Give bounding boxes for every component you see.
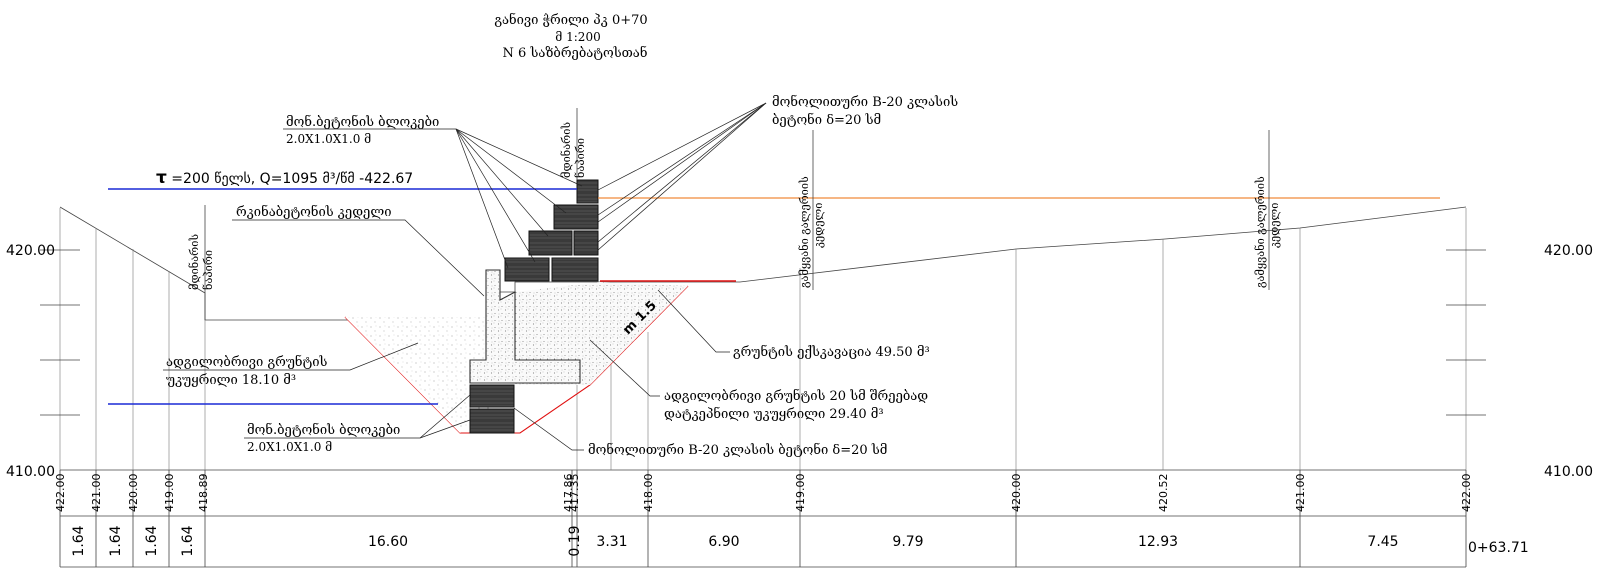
vert-r1-label-1: გამყვანი გალერიის: [798, 176, 811, 288]
ground-mark-label: 417.86: [562, 474, 575, 513]
mono-top-label-2: ბეტონი δ=20 სმ: [772, 112, 881, 128]
ground-mark-label: 419.00: [794, 474, 807, 513]
concrete-blocks-bottom: [469, 384, 515, 434]
distance-label: 12.93: [1138, 534, 1178, 550]
blocks-bottom-label-2: 2.0X1.0X1.0 მ: [247, 440, 332, 454]
distance-label: 3.31: [596, 534, 627, 550]
distance-label: 9.79: [892, 534, 923, 550]
distance-label: 16.60: [368, 534, 408, 550]
distance-labels: 1.64 1.64 1.64 1.64 16.60 0.19 3.31 6.90 9.79 12.…: [71, 525, 1399, 556]
ground-mark-label: 419.00: [163, 474, 176, 513]
blocks-top-label-1: მონ.ბეტონის ბლოკები: [286, 114, 439, 130]
elevation-left-bottom: 410.00: [6, 464, 55, 480]
layered-backfill-area: [515, 282, 688, 385]
elevation-ticks: [40, 249, 1486, 416]
vert-left-label-1: მდინარის: [188, 234, 201, 290]
ground-mark-label: 420.00: [127, 474, 140, 513]
blocks-bottom-label-1: მონ.ბეტონის ბლოკები: [247, 422, 400, 438]
ground-mark-label: 418.89: [197, 474, 210, 513]
elevation-right-top: 420.00: [1544, 243, 1593, 259]
station-table: [59, 470, 1467, 568]
distance-label: 1.64: [180, 525, 196, 556]
mono-bottom-label: მონოლითური B-20 კლასის ბეტონი δ=20 სმ: [588, 442, 887, 458]
rc-wall-label: რკინაბეტონის კედელი: [236, 204, 391, 220]
ground-mark-labels: 422.00 421.00 420.00 419.00 418.89 417.86417.…: [54, 474, 1473, 513]
ground-mark-label: 421.00: [90, 474, 103, 513]
vert-r2-label-2: კედელი: [1268, 203, 1281, 248]
distance-label: 7.45: [1367, 534, 1398, 550]
local-backfill-area: [345, 317, 490, 433]
ground-mark-label: 420.52: [1157, 474, 1170, 513]
local-soil-label-2: უკუყრილი 18.10 მ³: [166, 373, 296, 388]
distance-label: 1.64: [71, 525, 87, 556]
blocks-top-leaders: [455, 128, 583, 269]
title-line-3: N 6 საზბრებატოსთან: [503, 45, 648, 61]
vert-left-label-2: ნაპირი: [202, 250, 215, 290]
rc-wall: [469, 269, 581, 384]
flood-text: τ =200 წელს, Q=1095 მ³/წმ -422.67: [156, 168, 413, 188]
distance-label: 6.90: [708, 534, 739, 550]
ground-mark-label: 422.00: [54, 474, 67, 513]
distance-label: 0.19: [567, 525, 583, 556]
blocks-top-label-2: 2.0X1.0X1.0 მ: [286, 132, 371, 146]
ground-mark-label: 417.35: [568, 474, 581, 513]
mono-top-leaders: [597, 102, 767, 251]
elevation-right-bottom: 410.00: [1544, 464, 1593, 480]
concrete-blocks-top: [504, 179, 599, 282]
mono-top-label-1: მონოლითური B-20 კლასის: [772, 94, 958, 110]
vert-r1-label-2: კედელი: [812, 203, 825, 248]
layered-backfill-label-1: ადგილობრივი გრუნტის 20 სმ შრეებად: [664, 388, 928, 404]
vert-mid-label-2: ნაპირი: [574, 138, 587, 178]
layered-backfill-label-2: დატკეპნილი უკუყრილი 29.40 მ³: [664, 406, 884, 422]
end-chainage: 0+63.71: [1468, 540, 1529, 556]
distance-label: 1.64: [144, 525, 160, 556]
ground-mark-label: 422.00: [1460, 474, 1473, 513]
local-soil-label-1: ადგილობრივი გრუნტის: [166, 354, 328, 370]
vert-mid-label-1: მდინარის: [560, 122, 573, 178]
distance-label: 1.64: [108, 525, 124, 556]
ground-mark-label: 421.00: [1294, 474, 1307, 513]
station-lines: [95, 228, 1301, 470]
vert-r2-label-1: გამყვანი გალერიის: [1254, 176, 1267, 288]
elevation-left-top: 420.00: [6, 243, 55, 259]
ground-mark-label: 420.00: [1010, 474, 1023, 513]
excavation-red-line: [344, 285, 689, 434]
ground-mark-label: 418.00: [642, 474, 655, 513]
title-line-2: მ 1:200: [555, 30, 600, 44]
title-line-1: განივი ჭრილი პკ 0+70: [494, 12, 647, 28]
excavation-label: გრუნტის ექსკავაცია 49.50 მ³: [733, 344, 930, 360]
